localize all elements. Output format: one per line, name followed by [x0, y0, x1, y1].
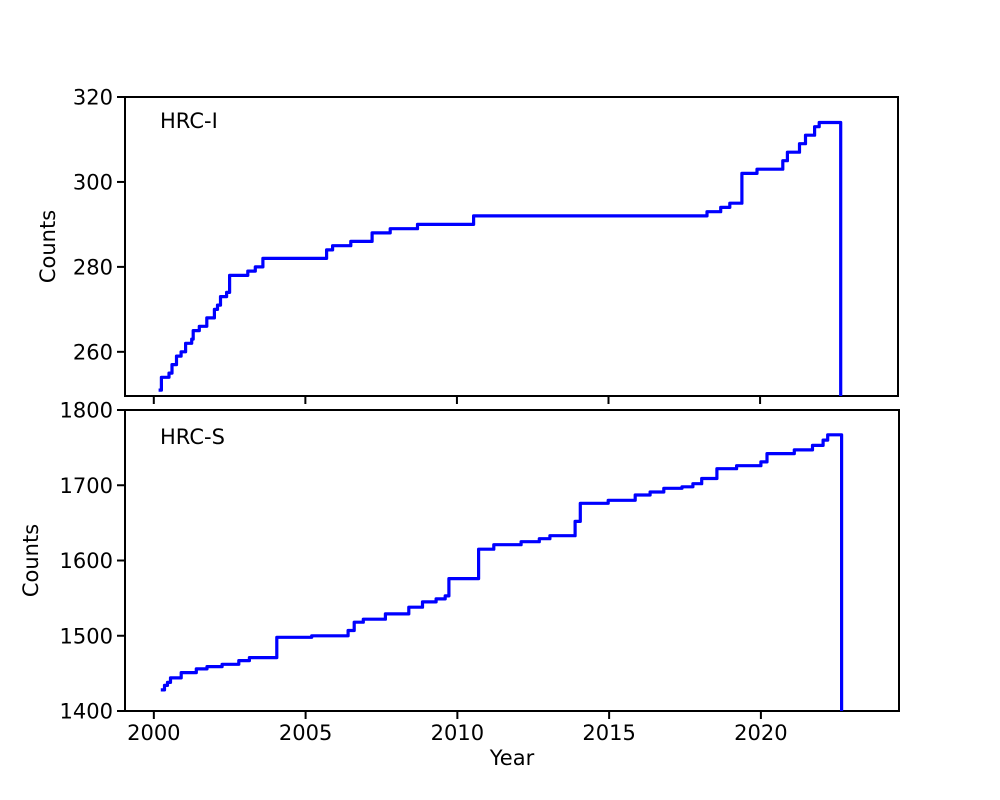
- axes-frame: [124, 409, 900, 712]
- y-tick-label: 1700: [60, 474, 113, 498]
- x-tick-label: 2020: [734, 721, 787, 745]
- y-tick-label: 1600: [60, 549, 113, 573]
- x-tick-label: 2010: [431, 721, 484, 745]
- x-tick-label: 2015: [582, 721, 635, 745]
- y-axis-label: Counts: [36, 210, 60, 283]
- y-tick-label: 300: [73, 171, 113, 195]
- axes-frame: [124, 96, 899, 397]
- series-line-hrc-s: [160, 433, 844, 711]
- panel-hrc-i: 260 280 300 320 Counts HRC-I: [36, 86, 899, 404]
- panel-label: HRC-S: [160, 425, 225, 449]
- x-tick-label: 2000: [127, 721, 180, 745]
- y-tick-label: 320: [73, 86, 113, 110]
- panel-label: HRC-I: [160, 109, 218, 133]
- x-axis-label: Year: [489, 746, 535, 770]
- x-tick-label: 2005: [279, 721, 332, 745]
- y-tick-label: 1500: [60, 624, 113, 648]
- panel-hrc-s: 2000 2005 2010 2015 2020 1400 1500 1600 1700 1800…: [19, 399, 900, 770]
- y-tick-label: 260: [73, 340, 113, 364]
- y-axis-label: Counts: [19, 524, 43, 597]
- series-line-hrc-i: [158, 120, 843, 396]
- y-tick-label: 1400: [60, 700, 113, 724]
- y-tick-label: 1800: [60, 399, 113, 423]
- y-tick-label: 280: [73, 255, 113, 279]
